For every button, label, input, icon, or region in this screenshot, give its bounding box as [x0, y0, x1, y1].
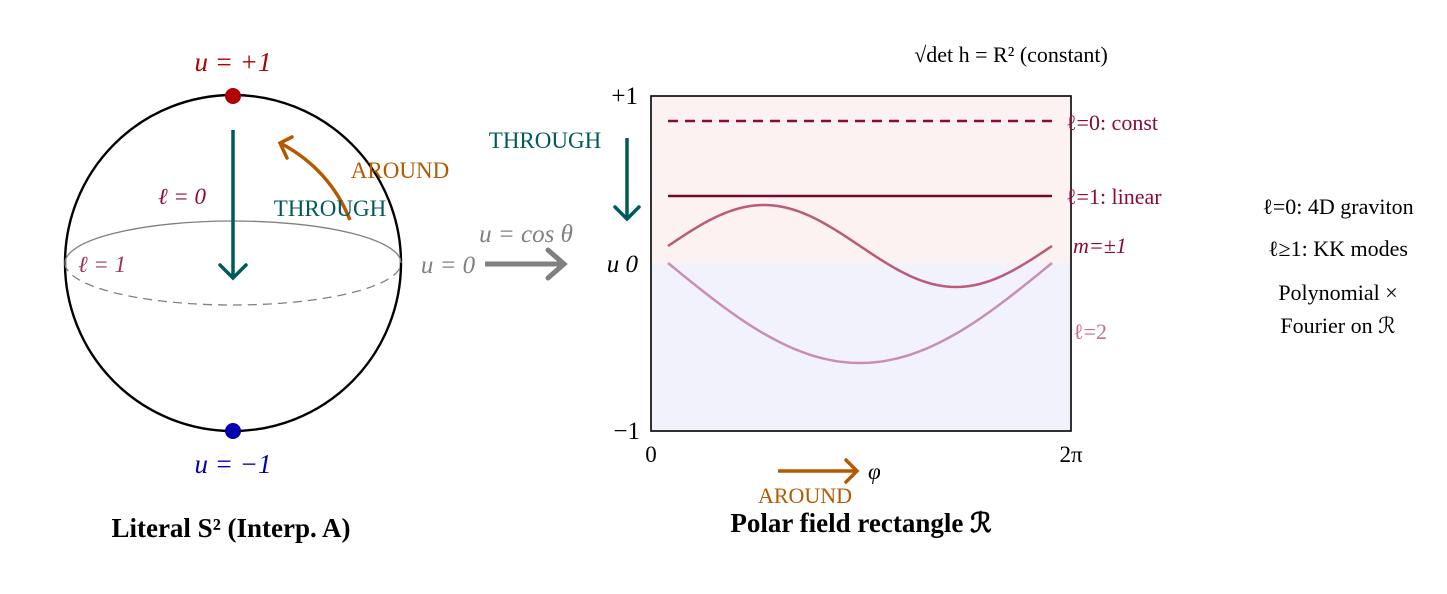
around-arrow: [281, 142, 352, 221]
north-pole: [225, 88, 241, 104]
y-tick-bottom: −1: [613, 418, 640, 445]
mode-m1-curve: [667, 203, 1053, 289]
sphere: u = +1 u = −1 ℓ = 0 ℓ = 1 THROUGH AROUND…: [63, 47, 476, 543]
upper-region: [651, 96, 1071, 263]
rectangle-caption: Polar field rectangle ℛ: [730, 508, 992, 538]
equator-back: [64, 262, 402, 306]
map-arrowhead: [545, 247, 568, 281]
y-tick-top: +1: [611, 83, 638, 110]
x-tick-2pi: 2π: [1059, 442, 1083, 467]
through-label: THROUGH: [274, 196, 386, 221]
l1-label: ℓ = 1: [78, 252, 126, 277]
north-label: u = +1: [195, 47, 272, 77]
note-fourier: Fourier on ℛ: [1280, 313, 1395, 338]
x-label: φ: [868, 459, 881, 484]
mode-label-l2: ℓ=2: [1073, 319, 1107, 344]
around-label-rect: AROUND: [758, 483, 852, 508]
through-label-rect: THROUGH: [489, 128, 601, 153]
field-rectangle: √det h = R² (constant) +1 u 0 −1 0 2π TH…: [489, 42, 1163, 538]
sphere-caption: Literal S² (Interp. A): [111, 513, 350, 543]
map-label: u = cos θ: [479, 221, 573, 248]
notes: ℓ=0: 4D graviton ℓ≥1: KK modes Polynomia…: [1262, 194, 1413, 338]
mode-label-l0: ℓ=0: const: [1066, 110, 1158, 135]
south-label: u = −1: [195, 449, 272, 479]
through-arrowhead-rect: [613, 205, 641, 222]
around-label: AROUND: [351, 158, 449, 183]
south-pole: [225, 423, 241, 439]
through-arrowhead: [218, 263, 248, 281]
equator-label: u = 0: [421, 252, 476, 279]
around-arrowhead: [277, 135, 294, 160]
mode-label-l1: ℓ=1: linear: [1066, 184, 1162, 209]
l0-label: ℓ = 0: [158, 184, 207, 209]
map-arrow: u = cos θ: [479, 221, 573, 281]
note-kk-modes: ℓ≥1: KK modes: [1268, 236, 1408, 261]
note-polynomial: Polynomial ×: [1278, 280, 1397, 305]
mode-l2-curve: [667, 262, 1053, 365]
lower-region: [651, 263, 1071, 431]
rectangle-frame: [650, 95, 1072, 432]
rectangle-title: √det h = R² (constant): [914, 42, 1108, 67]
note-graviton: ℓ=0: 4D graviton: [1262, 194, 1413, 219]
y-tick-mid: u 0: [607, 251, 639, 278]
mode-label-m1: m=±1: [1073, 233, 1127, 258]
around-arrowhead-rect: [844, 458, 860, 484]
x-tick-0: 0: [645, 442, 657, 467]
